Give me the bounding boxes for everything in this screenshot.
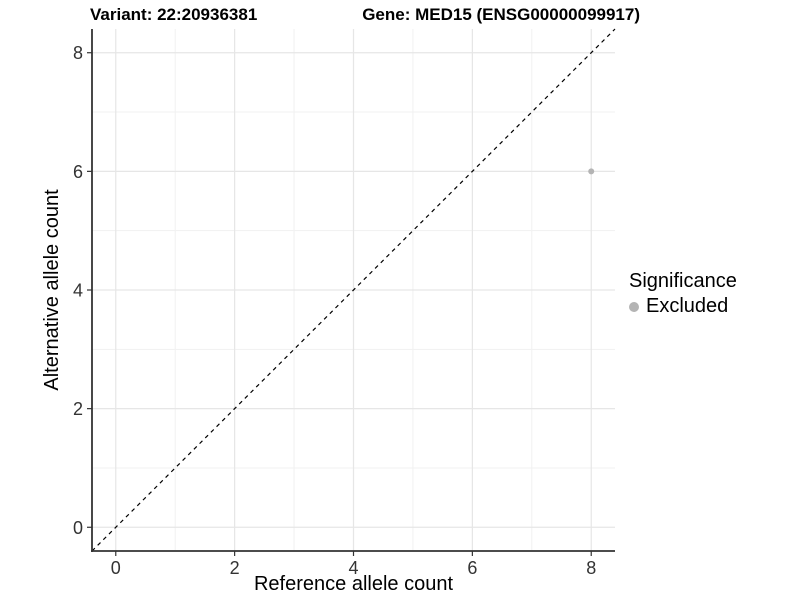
y-tick-label: 0	[73, 518, 83, 538]
legend-key-point-icon	[629, 301, 639, 312]
x-tick-label: 0	[111, 558, 121, 578]
x-tick-label: 8	[586, 558, 596, 578]
x-tick-label: 2	[230, 558, 240, 578]
x-tick-label: 4	[348, 558, 358, 578]
plot-title-gene: Gene: MED15 (ENSG00000099917)	[362, 5, 640, 24]
identity-dashed-line	[91, 28, 616, 552]
legend: Significance Excluded	[629, 270, 737, 318]
legend-title: Significance	[629, 270, 737, 292]
plot-title-variant: Variant: 22:20936381	[90, 5, 258, 24]
legend-entry-excluded: Excluded	[629, 295, 737, 318]
y-tick-label: 4	[73, 281, 83, 301]
data-point	[588, 168, 595, 175]
x-tick-label: 6	[467, 558, 477, 578]
y-tick-label: 6	[73, 162, 83, 182]
legend-entry-label: Excluded	[646, 295, 729, 317]
y-tick-label: 2	[73, 399, 83, 419]
y-axis-title: Alternative allele count	[41, 189, 63, 391]
y-tick-label: 8	[73, 43, 83, 63]
x-axis-title: Reference allele count	[254, 573, 453, 595]
plot-title: Variant: 22:20936381 Gene: MED15 (ENSG00…	[90, 5, 640, 25]
